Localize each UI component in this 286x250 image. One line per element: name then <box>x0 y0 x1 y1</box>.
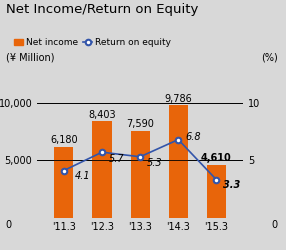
Text: Net Income/Return on Equity: Net Income/Return on Equity <box>6 2 198 16</box>
Text: 4,610: 4,610 <box>201 153 232 163</box>
Bar <box>54 147 74 218</box>
Text: 3.3: 3.3 <box>223 180 241 190</box>
Text: 5.3: 5.3 <box>147 158 163 168</box>
Text: 8,403: 8,403 <box>88 110 116 120</box>
Text: 5.7: 5.7 <box>109 154 124 164</box>
Text: 6.8: 6.8 <box>185 132 201 142</box>
Bar <box>207 165 226 218</box>
Legend: Net income, Return on equity: Net income, Return on equity <box>10 34 174 51</box>
Text: 0: 0 <box>6 220 12 230</box>
Text: 9,786: 9,786 <box>164 94 192 104</box>
Text: (%): (%) <box>261 52 277 62</box>
Text: 4.1: 4.1 <box>75 171 90 181</box>
Text: 0: 0 <box>271 220 277 230</box>
Bar <box>92 121 112 218</box>
Bar <box>131 130 150 218</box>
Bar <box>169 105 188 218</box>
Text: 6,180: 6,180 <box>50 135 78 145</box>
Text: (¥ Million): (¥ Million) <box>6 52 54 62</box>
Text: 7,590: 7,590 <box>126 119 154 129</box>
